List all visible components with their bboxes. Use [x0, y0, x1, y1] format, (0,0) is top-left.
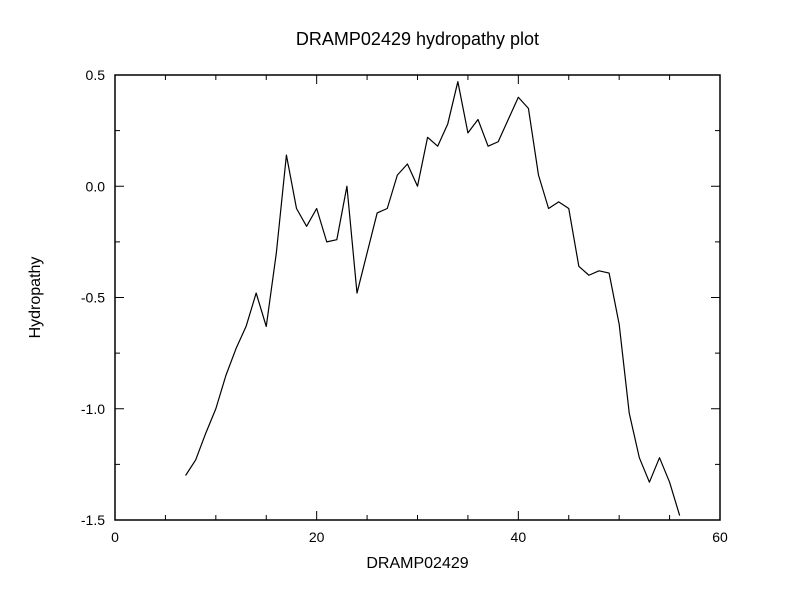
- svg-text:DRAMP02429: DRAMP02429: [366, 555, 468, 572]
- svg-text:0: 0: [111, 529, 119, 545]
- svg-text:DRAMP02429 hydropathy plot: DRAMP02429 hydropathy plot: [296, 29, 539, 49]
- hydropathy-chart: 0 20 40 60 -1.5 -1.0 -0.5 0.0 0.5 DRAMP02429 hydr…: [0, 0, 800, 600]
- chart-svg: 0 20 40 60 -1.5 -1.0 -0.5 0.0 0.5 DRAMP02429 hydr…: [0, 0, 800, 600]
- svg-text:-1.5: -1.5: [81, 512, 105, 528]
- svg-text:Hydropathy: Hydropathy: [27, 257, 44, 339]
- svg-text:-1.0: -1.0: [81, 401, 105, 417]
- svg-text:20: 20: [309, 529, 325, 545]
- svg-text:0.5: 0.5: [86, 67, 106, 83]
- svg-text:0.0: 0.0: [86, 178, 106, 194]
- svg-text:40: 40: [511, 529, 527, 545]
- svg-text:-0.5: -0.5: [81, 290, 105, 306]
- svg-text:60: 60: [712, 529, 728, 545]
